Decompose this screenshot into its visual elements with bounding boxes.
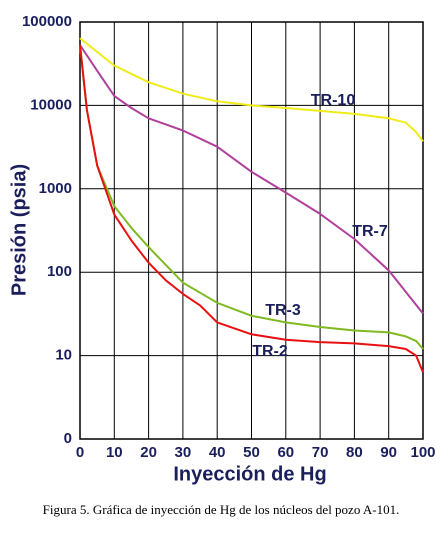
y-tick-label: 1000	[39, 180, 72, 197]
x-tick-label: 50	[243, 444, 260, 461]
plot-frame	[79, 21, 424, 440]
series-label: TR-2	[252, 343, 288, 360]
series-label: TR-3	[265, 302, 301, 319]
x-tick-label: 10	[106, 444, 123, 461]
y-tick-label: 0	[64, 430, 72, 447]
y-axis-title: Presión (psia)	[8, 164, 30, 296]
series-line	[79, 44, 424, 315]
x-axis-title: Inyección de Hg	[173, 463, 326, 485]
series-line	[79, 37, 424, 142]
x-tick-label: 60	[277, 444, 294, 461]
series-line	[79, 44, 424, 373]
series-line	[79, 44, 424, 350]
series-label: TR-10	[311, 92, 356, 109]
y-tick-label: 100	[47, 263, 72, 280]
x-tick-label: 90	[380, 444, 397, 461]
x-tick-label: 0	[76, 444, 84, 461]
x-tick-label: 30	[175, 444, 192, 461]
caption: Figura 5. Gráfica de inyección de Hg de …	[43, 502, 400, 517]
x-tick-label: 100	[410, 444, 435, 461]
series-label: TR-7	[352, 223, 388, 240]
x-tick-label: 80	[346, 444, 363, 461]
y-tick-label: 10	[55, 347, 72, 364]
x-tick-label: 70	[312, 444, 329, 461]
y-tick-label: 100000	[22, 13, 72, 30]
x-tick-label: 40	[209, 444, 226, 461]
y-tick-label: 10000	[30, 96, 72, 113]
x-tick-label: 20	[140, 444, 157, 461]
